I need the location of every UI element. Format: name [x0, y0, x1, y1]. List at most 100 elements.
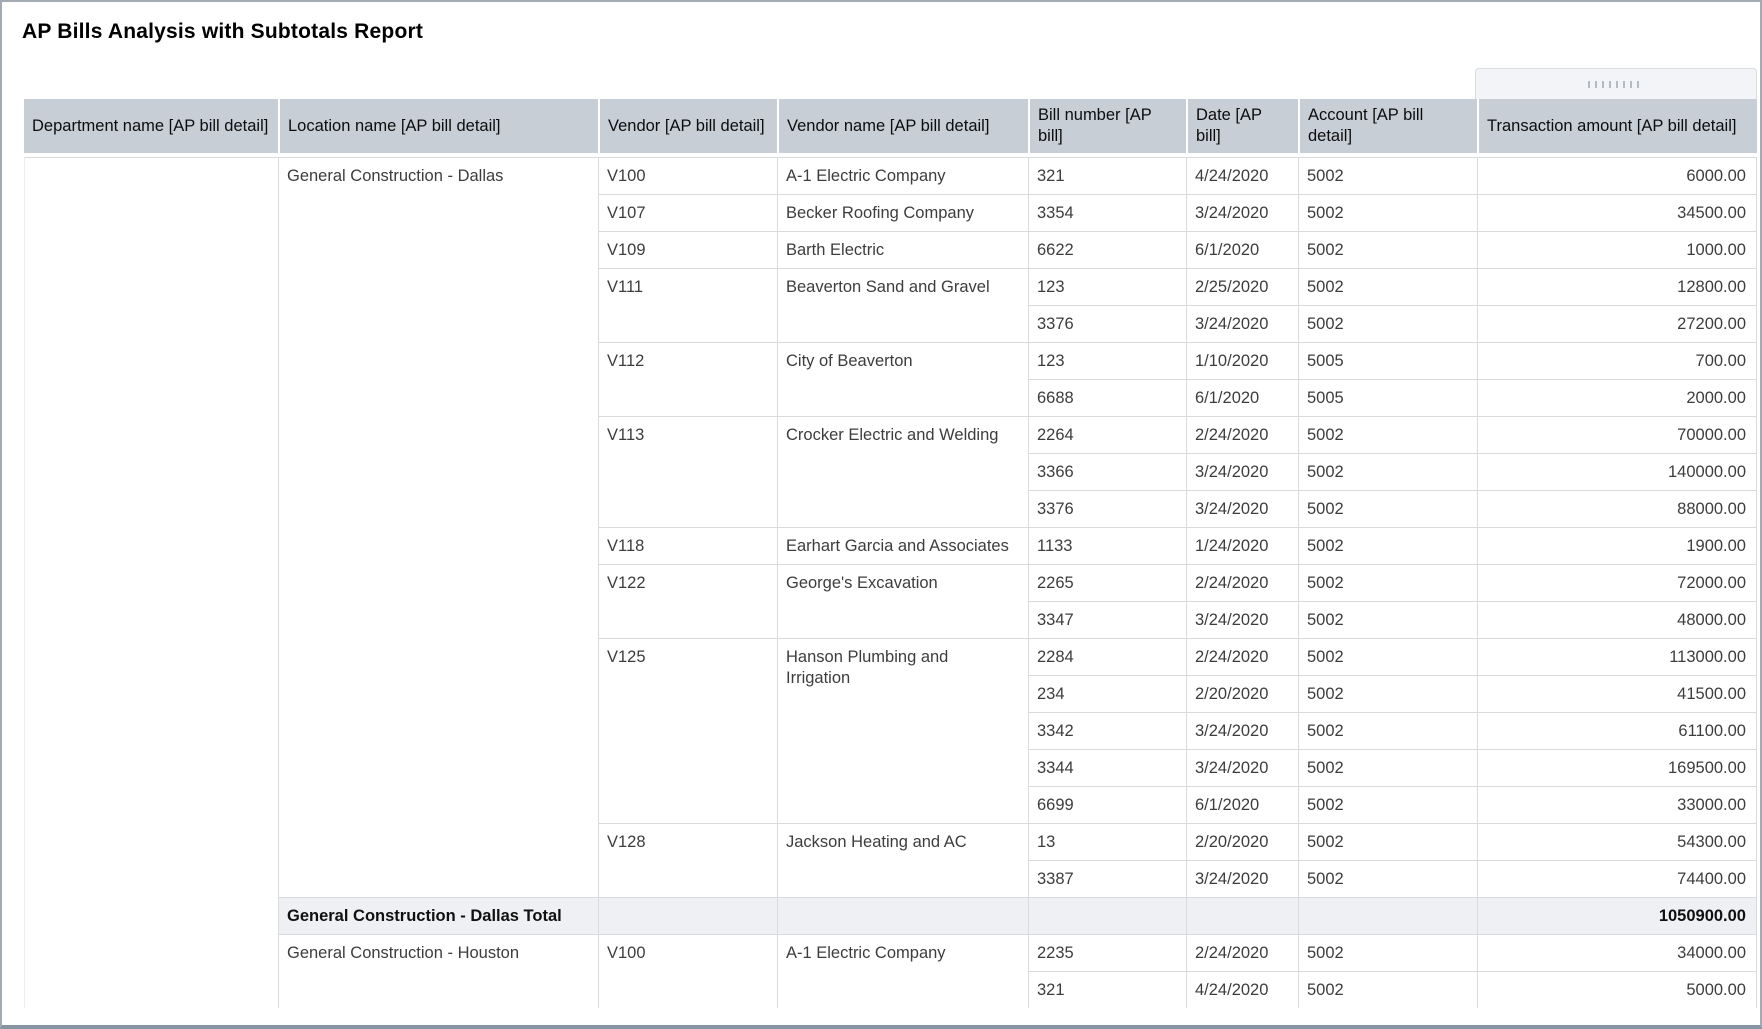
bill-number-cell: 6622 — [1028, 231, 1186, 268]
bill-row: V109 Barth Electric 6622 6/1/2020 5002 1000.0… — [24, 231, 1757, 268]
bill-number-cell: 3387 — [1028, 860, 1186, 897]
account-cell: 5002 — [1298, 601, 1477, 638]
bill-number-cell: 2265 — [1028, 564, 1186, 601]
date-cell: 2/20/2020 — [1186, 823, 1298, 860]
vendor-cell: V113 — [598, 416, 777, 527]
vendor-name-cell: City of Beaverton — [777, 342, 1028, 416]
report-table: Department name [AP bill detail] Locatio… — [24, 99, 1757, 1008]
account-cell: 5002 — [1298, 675, 1477, 712]
vendor-cell: V100 — [598, 934, 777, 1008]
amount-cell: 74400.00 — [1477, 860, 1757, 897]
amount-cell: 61100.00 — [1477, 712, 1757, 749]
column-header-vendor: Vendor [AP bill detail] — [598, 99, 777, 157]
bill-number-cell: 2235 — [1028, 934, 1186, 971]
bill-row: 6699 6/1/2020 5002 33000.00 — [24, 786, 1757, 823]
account-cell: 5002 — [1298, 564, 1477, 601]
amount-cell: 140000.00 — [1477, 453, 1757, 490]
subtotal-row: General Construction - Dallas Total 10509… — [24, 897, 1757, 934]
vendor-name-cell: A-1 Electric Company — [777, 934, 1028, 1008]
vendor-cell: V118 — [598, 527, 777, 564]
column-header-bill-number: Bill number [AP bill] — [1028, 99, 1186, 157]
subtotal-empty-cell — [1028, 897, 1186, 934]
amount-cell: 27200.00 — [1477, 305, 1757, 342]
amount-cell: 72000.00 — [1477, 564, 1757, 601]
vendor-name-cell: Barth Electric — [777, 231, 1028, 268]
date-cell: 2/24/2020 — [1186, 638, 1298, 675]
bill-number-cell: 234 — [1028, 675, 1186, 712]
report-table-body: General Construction - Dallas V100 A-1 Ele… — [24, 157, 1757, 1008]
amount-cell: 34000.00 — [1477, 934, 1757, 971]
amount-cell: 113000.00 — [1477, 638, 1757, 675]
subtotal-amount-cell: 1050900.00 — [1477, 897, 1757, 934]
drag-dots-icon — [1588, 80, 1644, 88]
account-cell: 5002 — [1298, 453, 1477, 490]
column-header-department: Department name [AP bill detail] — [24, 99, 278, 157]
account-cell: 5002 — [1298, 934, 1477, 971]
bill-row: 321 4/24/2020 5002 5000.00 — [24, 971, 1757, 1008]
date-cell: 6/1/2020 — [1186, 786, 1298, 823]
account-cell: 5002 — [1298, 971, 1477, 1008]
amount-cell: 1900.00 — [1477, 527, 1757, 564]
vendor-name-cell: Earhart Garcia and Associates — [777, 527, 1028, 564]
date-cell: 3/24/2020 — [1186, 860, 1298, 897]
amount-cell: 34500.00 — [1477, 194, 1757, 231]
column-header-account: Account [AP bill detail] — [1298, 99, 1477, 157]
account-cell: 5002 — [1298, 268, 1477, 305]
account-cell: 5002 — [1298, 823, 1477, 860]
date-cell: 3/24/2020 — [1186, 749, 1298, 786]
account-cell: 5002 — [1298, 305, 1477, 342]
date-cell: 3/24/2020 — [1186, 712, 1298, 749]
bill-number-cell: 1133 — [1028, 527, 1186, 564]
vendor-name-cell: Hanson Plumbing and Irrigation — [777, 638, 1028, 823]
header-row: Department name [AP bill detail] Locatio… — [24, 99, 1757, 157]
account-cell: 5002 — [1298, 157, 1477, 194]
bill-number-cell: 3366 — [1028, 453, 1186, 490]
bill-row: V112 City of Beaverton 123 1/10/2020 5005 700… — [24, 342, 1757, 416]
subtotal-empty-cell — [598, 897, 777, 934]
date-cell: 1/24/2020 — [1186, 527, 1298, 564]
date-cell: 2/24/2020 — [1186, 934, 1298, 971]
amount-cell: 54300.00 — [1477, 823, 1757, 860]
vendor-name-cell: A-1 Electric Company — [777, 157, 1028, 194]
account-cell: 5002 — [1298, 527, 1477, 564]
account-cell: 5002 — [1298, 712, 1477, 749]
account-cell: 5002 — [1298, 231, 1477, 268]
bill-number-cell: 321 — [1028, 971, 1186, 1008]
bill-row: 3344 3/24/2020 5002 169500.00 — [24, 749, 1757, 786]
vendor-cell: V111 — [598, 268, 777, 342]
column-width-drag-handle[interactable] — [1475, 68, 1757, 99]
account-cell: 5002 — [1298, 860, 1477, 897]
bill-number-cell: 6688 — [1028, 379, 1186, 416]
amount-cell: 41500.00 — [1477, 675, 1757, 712]
date-cell: 6/1/2020 — [1186, 231, 1298, 268]
column-header-location: Location name [AP bill detail] — [278, 99, 598, 157]
date-cell: 3/24/2020 — [1186, 194, 1298, 231]
date-cell: 1/10/2020 — [1186, 342, 1298, 379]
vendor-name-cell: Becker Roofing Company — [777, 194, 1028, 231]
subtotal-empty-cell — [777, 897, 1028, 934]
vendor-cell: V100 — [598, 157, 777, 194]
account-cell: 5005 — [1298, 342, 1477, 379]
column-header-transaction-amount: Transaction amount [AP bill detail] — [1477, 99, 1757, 157]
account-cell: 5002 — [1298, 490, 1477, 527]
bill-row: 3387 3/24/2020 5002 74400.00 — [24, 860, 1757, 897]
amount-cell: 169500.00 — [1477, 749, 1757, 786]
amount-cell: 12800.00 — [1477, 268, 1757, 305]
bill-row: General Construction - Houston V100 A-1 El… — [24, 934, 1757, 1008]
bill-number-cell: 6699 — [1028, 786, 1186, 823]
column-header-vendor-name: Vendor name [AP bill detail] — [777, 99, 1028, 157]
vendor-cell: V122 — [598, 564, 777, 638]
vendor-cell: V112 — [598, 342, 777, 416]
bill-row: General Construction - Dallas V100 A-1 Ele… — [24, 157, 1757, 1008]
location-cell: General Construction - Dallas — [278, 157, 598, 897]
bill-number-cell: 3354 — [1028, 194, 1186, 231]
date-cell: 2/20/2020 — [1186, 675, 1298, 712]
vendor-cell: V107 — [598, 194, 777, 231]
bill-row: V122 George's Excavation 2265 2/24/2020 5002… — [24, 564, 1757, 638]
bill-row: 3342 3/24/2020 5002 61100.00 — [24, 712, 1757, 749]
date-cell: 4/24/2020 — [1186, 971, 1298, 1008]
account-cell: 5002 — [1298, 749, 1477, 786]
vendor-name-cell: Crocker Electric and Welding — [777, 416, 1028, 527]
amount-cell: 70000.00 — [1477, 416, 1757, 453]
